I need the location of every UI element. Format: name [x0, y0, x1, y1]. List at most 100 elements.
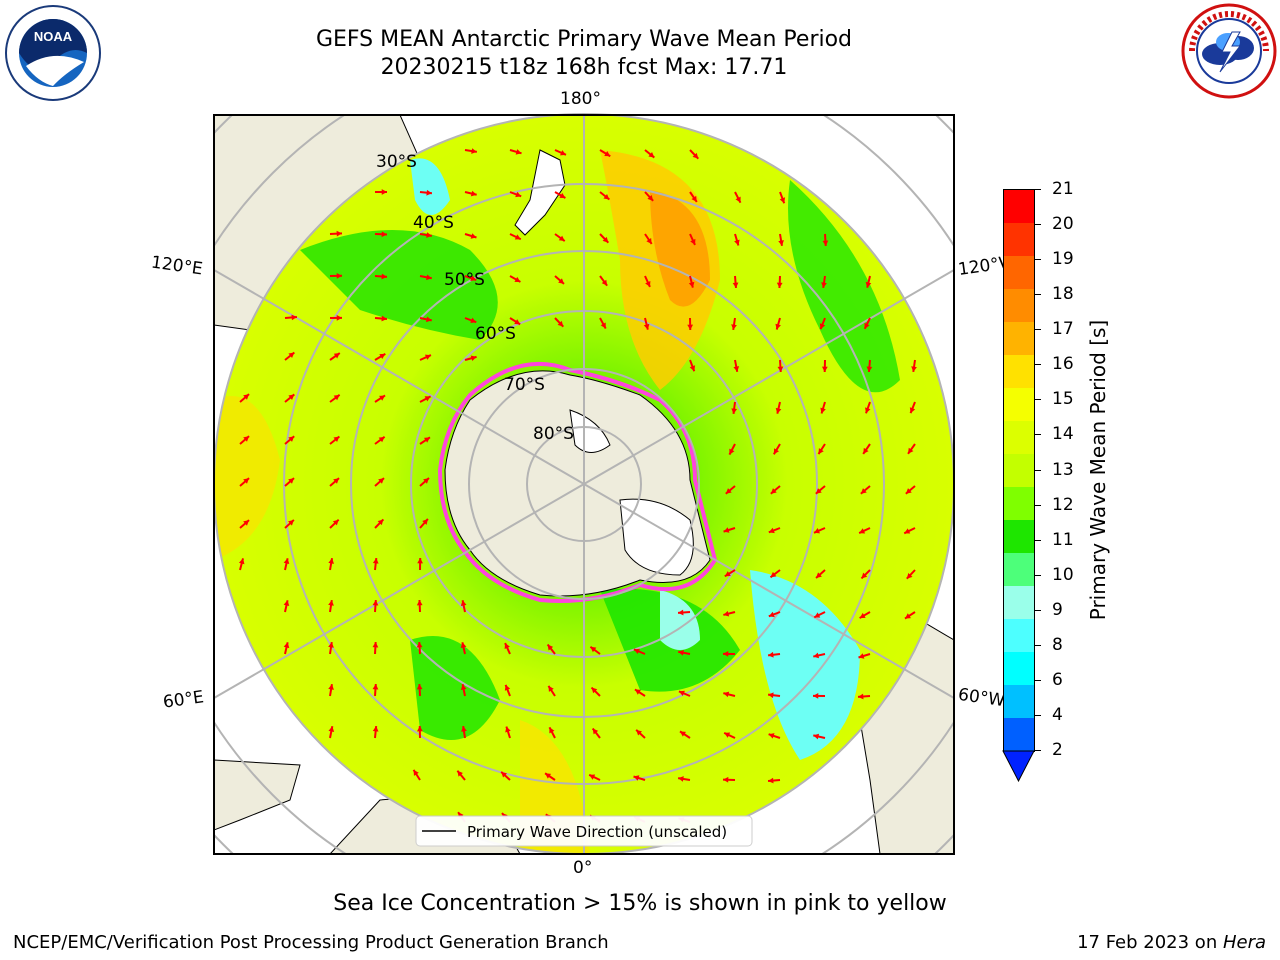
wave-arrow-head — [725, 488, 732, 494]
map-title: GEFS MEAN Antarctic Primary Wave Mean Pe… — [315, 27, 853, 52]
wave-arrow-head — [470, 233, 477, 239]
colorbar-tick-label: 6 — [1052, 669, 1063, 690]
colorbar-segment — [1004, 223, 1034, 256]
lon-label-0: 0° — [573, 858, 593, 878]
wave-arrow-head — [723, 610, 730, 617]
wave-arrow-head — [643, 323, 650, 330]
wave-arrow-head — [724, 571, 731, 577]
wave-arrow-head — [424, 354, 431, 360]
wave-arrow-head — [471, 148, 477, 154]
wave-arrow-head — [861, 572, 868, 579]
wave-arrow-head — [504, 684, 511, 691]
wave-arrow-head — [909, 407, 916, 414]
wave-arrow-head — [648, 152, 655, 158]
wave-arrow-head — [633, 775, 640, 781]
wave-arrow-head — [372, 726, 379, 732]
colorbar-tick-mark — [1034, 644, 1041, 646]
wave-arrow-head — [328, 558, 334, 564]
wave-arrow-head — [775, 407, 782, 414]
wave-arrow-head — [904, 528, 911, 534]
wave-arrow-head — [723, 691, 730, 698]
colorbar-tick-label: 15 — [1052, 389, 1074, 410]
lat-label-60s: 60°S — [475, 324, 516, 344]
colorbar-tick-mark — [1034, 329, 1041, 331]
colorbar-tick-label: 13 — [1052, 459, 1074, 480]
wave-arrow-head — [822, 240, 829, 246]
lat-label-80s: 80°S — [533, 424, 574, 444]
wave-arrow-head — [291, 314, 297, 321]
wave-arrow-head — [379, 395, 386, 401]
wave-arrow-head — [723, 651, 729, 657]
wave-arrow-head — [858, 693, 864, 700]
wave-arrow-head — [332, 519, 339, 526]
wave-arrow-head — [501, 771, 507, 778]
wave-arrow-head — [288, 352, 295, 359]
colorbar-tick-label: 19 — [1052, 249, 1074, 270]
wave-arrow-head — [592, 728, 599, 735]
wave-arrow-head — [646, 237, 652, 244]
wave-arrow-head — [858, 653, 865, 659]
colorbar-tick-mark — [1034, 434, 1041, 436]
wave-arrow-head — [547, 644, 554, 651]
wave-arrow-head — [461, 726, 467, 732]
wave-arrow-head — [328, 726, 335, 732]
lon-label-180: 180° — [560, 89, 601, 109]
nws-logo — [1181, 3, 1277, 99]
map-subtitle: 20230215 t18z 168h fcst Max: 17.71 — [380, 55, 788, 80]
wave-arrow-head — [864, 322, 870, 329]
lat-label-30s: 30°S — [376, 152, 417, 172]
wave-arrow-head — [470, 275, 477, 281]
wave-arrow-head — [426, 189, 432, 196]
wave-arrow-head — [457, 770, 463, 777]
wave-arrow-head — [768, 611, 775, 618]
colorbar-tick-mark — [1034, 189, 1041, 190]
wave-arrow-head — [288, 394, 295, 400]
wave-arrow-head — [678, 609, 684, 616]
wave-arrow-head — [820, 407, 826, 414]
wave-arrow-head — [288, 436, 295, 442]
wave-arrow-head — [690, 238, 696, 245]
colorbar-segment — [1004, 718, 1034, 751]
wave-arrow-head — [911, 366, 917, 372]
wave-arrow-head — [423, 437, 430, 443]
wave-arrow-head — [470, 190, 477, 197]
wave-arrow-head — [515, 149, 522, 155]
wave-arrow-head — [514, 276, 521, 282]
colorbar-tick-mark — [1034, 469, 1041, 471]
wave-arrow-head — [815, 488, 822, 494]
wave-arrow-head — [816, 572, 822, 578]
wave-arrow-head — [372, 642, 379, 648]
wave-arrow-head — [336, 315, 342, 321]
wave-arrow-head — [328, 642, 334, 648]
wave-arrow-head — [378, 436, 385, 443]
wave-arrow-head — [768, 733, 775, 739]
colorbar-tick-label: 17 — [1052, 319, 1074, 340]
wave-arrow-head — [776, 282, 783, 288]
wave-arrow-head — [678, 776, 684, 782]
wave-arrow-head — [859, 612, 866, 619]
wave-arrow-head — [416, 600, 423, 606]
wave-arrow-head — [424, 396, 431, 402]
wave-arrow-head — [770, 571, 777, 578]
wave-arrow-head — [560, 150, 566, 156]
wave-arrow-head — [604, 151, 611, 157]
wave-arrow-head — [679, 731, 686, 737]
wave-arrow-head — [813, 528, 820, 534]
colorbar-tick-label: 16 — [1052, 354, 1074, 375]
noaa-logo-text: NOAA — [34, 29, 73, 44]
wave-arrow-head — [328, 684, 334, 690]
wave-arrow-head — [813, 693, 819, 699]
wave-arrow-head — [243, 394, 250, 400]
wave-arrow-head — [691, 195, 697, 202]
legend-label: Primary Wave Direction (unscaled) — [467, 823, 727, 841]
wave-arrow-head — [647, 195, 654, 201]
colorbar-segment — [1004, 322, 1034, 355]
colorbar-segment — [1004, 256, 1034, 289]
wave-arrow-head — [333, 478, 340, 484]
colorbar-tick-mark — [1034, 609, 1041, 611]
wave-arrow-head — [775, 323, 781, 330]
wave-arrow-head — [504, 643, 510, 650]
wave-arrow-head — [417, 726, 423, 732]
colorbar-tick-mark — [1034, 504, 1041, 506]
